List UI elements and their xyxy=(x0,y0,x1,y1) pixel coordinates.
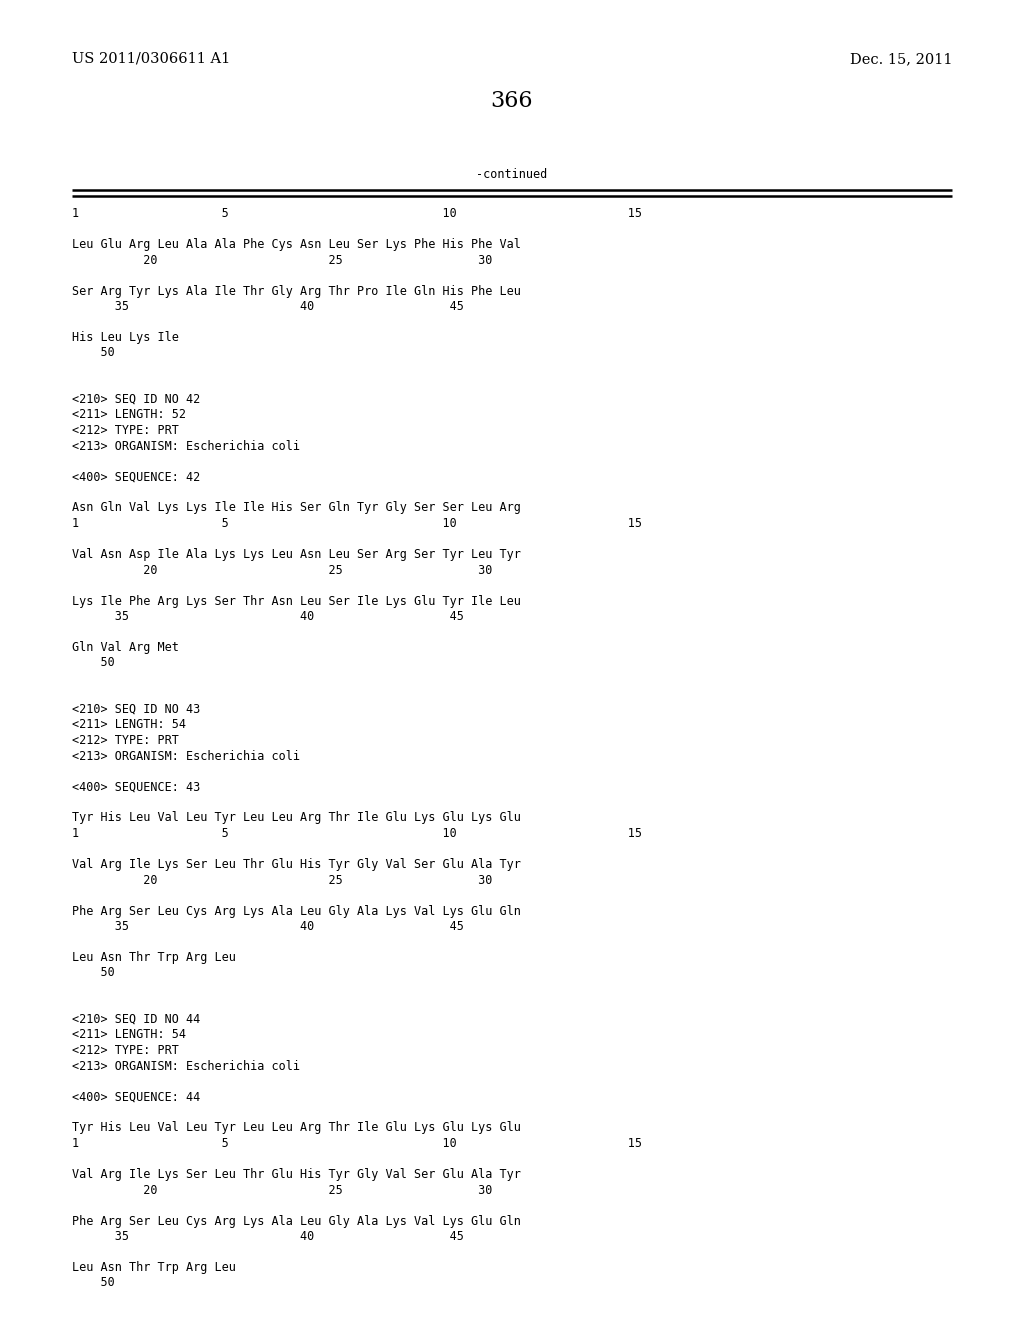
Text: <211> LENGTH: 54: <211> LENGTH: 54 xyxy=(72,718,186,731)
Text: <213> ORGANISM: Escherichia coli: <213> ORGANISM: Escherichia coli xyxy=(72,440,300,453)
Text: Val Arg Ile Lys Ser Leu Thr Glu His Tyr Gly Val Ser Glu Ala Tyr: Val Arg Ile Lys Ser Leu Thr Glu His Tyr … xyxy=(72,858,521,871)
Text: 50: 50 xyxy=(72,656,115,669)
Text: 366: 366 xyxy=(490,90,534,112)
Text: <400> SEQUENCE: 44: <400> SEQUENCE: 44 xyxy=(72,1090,201,1104)
Text: Tyr His Leu Val Leu Tyr Leu Leu Arg Thr Ile Glu Lys Glu Lys Glu: Tyr His Leu Val Leu Tyr Leu Leu Arg Thr … xyxy=(72,1122,521,1134)
Text: 20                        25                   30: 20 25 30 xyxy=(72,874,493,887)
Text: <213> ORGANISM: Escherichia coli: <213> ORGANISM: Escherichia coli xyxy=(72,1060,300,1072)
Text: <210> SEQ ID NO 42: <210> SEQ ID NO 42 xyxy=(72,393,201,407)
Text: 50: 50 xyxy=(72,346,115,359)
Text: 1                    5                              10                        15: 1 5 10 15 xyxy=(72,1137,642,1150)
Text: -continued: -continued xyxy=(476,168,548,181)
Text: 20                        25                   30: 20 25 30 xyxy=(72,564,493,577)
Text: Ser Arg Tyr Lys Ala Ile Thr Gly Arg Thr Pro Ile Gln His Phe Leu: Ser Arg Tyr Lys Ala Ile Thr Gly Arg Thr … xyxy=(72,285,521,297)
Text: 35                        40                   45: 35 40 45 xyxy=(72,300,464,313)
Text: 35                        40                   45: 35 40 45 xyxy=(72,1230,464,1243)
Text: <212> TYPE: PRT: <212> TYPE: PRT xyxy=(72,734,179,747)
Text: 1                    5                              10                        15: 1 5 10 15 xyxy=(72,207,642,220)
Text: 35                        40                   45: 35 40 45 xyxy=(72,920,464,933)
Text: <213> ORGANISM: Escherichia coli: <213> ORGANISM: Escherichia coli xyxy=(72,750,300,763)
Text: 50: 50 xyxy=(72,1276,115,1290)
Text: <210> SEQ ID NO 44: <210> SEQ ID NO 44 xyxy=(72,1012,201,1026)
Text: <212> TYPE: PRT: <212> TYPE: PRT xyxy=(72,1044,179,1057)
Text: 20                        25                   30: 20 25 30 xyxy=(72,253,493,267)
Text: <212> TYPE: PRT: <212> TYPE: PRT xyxy=(72,424,179,437)
Text: Val Asn Asp Ile Ala Lys Lys Leu Asn Leu Ser Arg Ser Tyr Leu Tyr: Val Asn Asp Ile Ala Lys Lys Leu Asn Leu … xyxy=(72,548,521,561)
Text: Leu Asn Thr Trp Arg Leu: Leu Asn Thr Trp Arg Leu xyxy=(72,1261,236,1274)
Text: Gln Val Arg Met: Gln Val Arg Met xyxy=(72,642,179,653)
Text: <210> SEQ ID NO 43: <210> SEQ ID NO 43 xyxy=(72,704,201,715)
Text: Tyr His Leu Val Leu Tyr Leu Leu Arg Thr Ile Glu Lys Glu Lys Glu: Tyr His Leu Val Leu Tyr Leu Leu Arg Thr … xyxy=(72,812,521,825)
Text: 35                        40                   45: 35 40 45 xyxy=(72,610,464,623)
Text: 1                    5                              10                        15: 1 5 10 15 xyxy=(72,828,642,840)
Text: US 2011/0306611 A1: US 2011/0306611 A1 xyxy=(72,51,230,66)
Text: <211> LENGTH: 52: <211> LENGTH: 52 xyxy=(72,408,186,421)
Text: <400> SEQUENCE: 43: <400> SEQUENCE: 43 xyxy=(72,780,201,793)
Text: Phe Arg Ser Leu Cys Arg Lys Ala Leu Gly Ala Lys Val Lys Glu Gln: Phe Arg Ser Leu Cys Arg Lys Ala Leu Gly … xyxy=(72,1214,521,1228)
Text: <400> SEQUENCE: 42: <400> SEQUENCE: 42 xyxy=(72,470,201,483)
Text: Asn Gln Val Lys Lys Ile Ile His Ser Gln Tyr Gly Ser Ser Leu Arg: Asn Gln Val Lys Lys Ile Ile His Ser Gln … xyxy=(72,502,521,515)
Text: Lys Ile Phe Arg Lys Ser Thr Asn Leu Ser Ile Lys Glu Tyr Ile Leu: Lys Ile Phe Arg Lys Ser Thr Asn Leu Ser … xyxy=(72,594,521,607)
Text: <211> LENGTH: 54: <211> LENGTH: 54 xyxy=(72,1028,186,1041)
Text: 1                    5                              10                        15: 1 5 10 15 xyxy=(72,517,642,531)
Text: Leu Asn Thr Trp Arg Leu: Leu Asn Thr Trp Arg Leu xyxy=(72,950,236,964)
Text: Leu Glu Arg Leu Ala Ala Phe Cys Asn Leu Ser Lys Phe His Phe Val: Leu Glu Arg Leu Ala Ala Phe Cys Asn Leu … xyxy=(72,238,521,251)
Text: Val Arg Ile Lys Ser Leu Thr Glu His Tyr Gly Val Ser Glu Ala Tyr: Val Arg Ile Lys Ser Leu Thr Glu His Tyr … xyxy=(72,1168,521,1181)
Text: 20                        25                   30: 20 25 30 xyxy=(72,1184,493,1196)
Text: Phe Arg Ser Leu Cys Arg Lys Ala Leu Gly Ala Lys Val Lys Glu Gln: Phe Arg Ser Leu Cys Arg Lys Ala Leu Gly … xyxy=(72,904,521,917)
Text: His Leu Lys Ile: His Leu Lys Ile xyxy=(72,331,179,345)
Text: 50: 50 xyxy=(72,966,115,979)
Text: Dec. 15, 2011: Dec. 15, 2011 xyxy=(850,51,952,66)
